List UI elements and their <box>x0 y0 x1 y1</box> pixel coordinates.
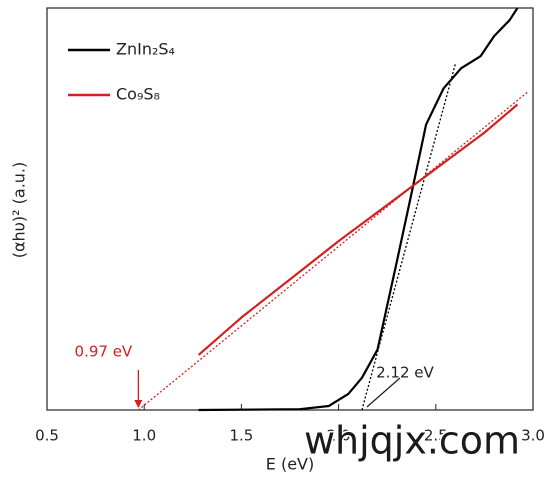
x-tick-label: 0.5 <box>35 427 59 445</box>
x-tick-label: 2.5 <box>424 427 448 445</box>
x-tick-label: 2.0 <box>327 427 351 445</box>
annotation-pointer <box>366 377 401 408</box>
x-tick-label: 1.5 <box>229 427 253 445</box>
data-line <box>197 103 519 356</box>
annotation-label: 0.97 eV <box>75 343 133 361</box>
x-tick-label: 1.0 <box>132 427 156 445</box>
x-axis-label: E (eV) <box>266 455 314 474</box>
fit-line <box>137 91 528 411</box>
legend-label: Co₉S₈ <box>116 85 160 104</box>
y-axis-label: (αhυ)² (a.u.) <box>10 162 29 259</box>
watermark: whjqjx.com <box>304 419 520 463</box>
annotation-arrowhead <box>134 400 143 408</box>
x-tick-label: 3.0 <box>521 427 545 445</box>
annotation-label: 2.12 eV <box>376 364 434 382</box>
legend-label: ZnIn₂S₄ <box>116 40 175 59</box>
fit-line <box>361 64 456 411</box>
data-line <box>198 7 519 412</box>
